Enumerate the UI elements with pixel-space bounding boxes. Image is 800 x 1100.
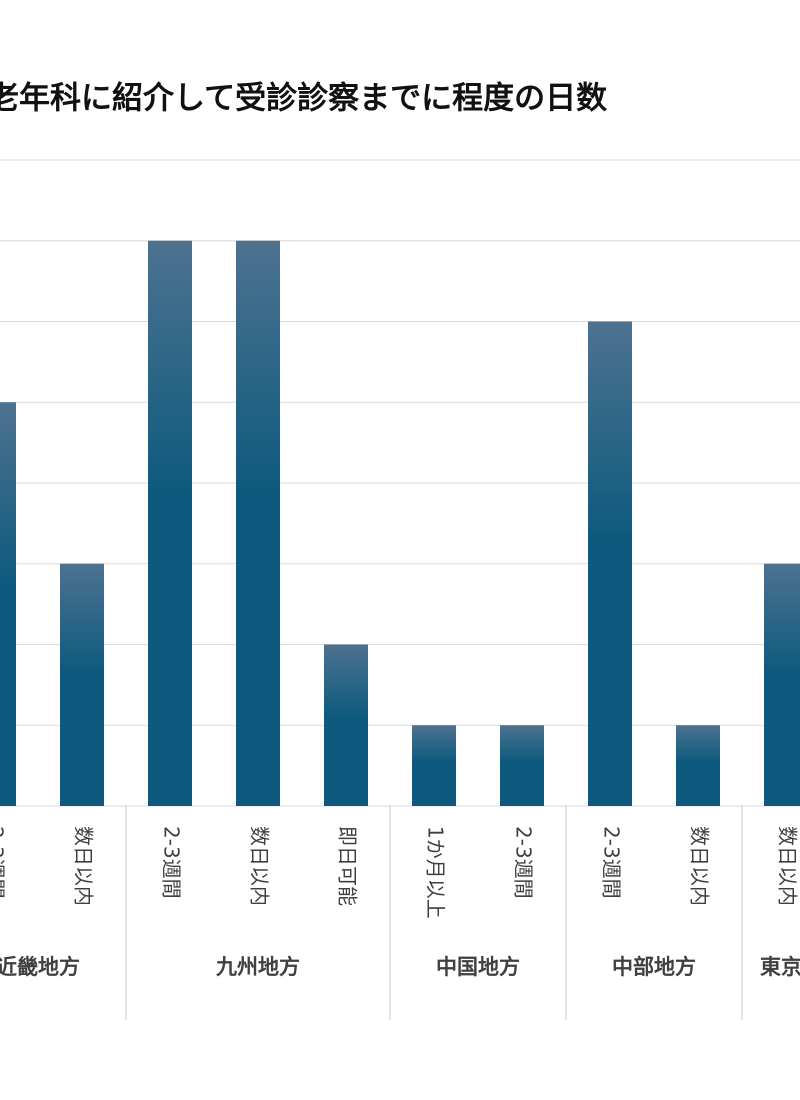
- bar: [764, 563, 800, 806]
- group-label: 九州地方: [215, 955, 300, 979]
- x-tick-label: 数日以内: [688, 826, 712, 906]
- bar: [236, 240, 280, 806]
- group-label: 中部地方: [612, 955, 696, 979]
- group-label: 東京: [760, 955, 800, 979]
- chart-title: 老年科に紹介して受診診察までに程度の日数: [0, 81, 607, 117]
- group-label: 近畿地方: [0, 955, 80, 979]
- bar: [60, 563, 104, 806]
- x-tick-label: 数日以内: [72, 826, 96, 906]
- x-tick-label: 2-3週間: [512, 826, 536, 899]
- bar: [588, 321, 632, 806]
- x-tick-label: 数日以内: [776, 826, 800, 906]
- x-tick-label: 2-3週間: [160, 826, 184, 899]
- x-tick-label: 1か月以上: [424, 826, 448, 919]
- x-tick-label: 即日可能: [336, 826, 360, 906]
- bar: [676, 725, 720, 806]
- x-tick-label: 2-3週間: [0, 826, 8, 899]
- x-tick-label: 2-3週間: [600, 826, 624, 899]
- bar: [412, 725, 456, 806]
- bar: [500, 725, 544, 806]
- group-label: 中国地方: [436, 955, 520, 979]
- bar: [0, 402, 16, 806]
- bar: [324, 644, 368, 806]
- x-tick-label: 数日以内: [248, 826, 272, 906]
- bar: [148, 240, 192, 806]
